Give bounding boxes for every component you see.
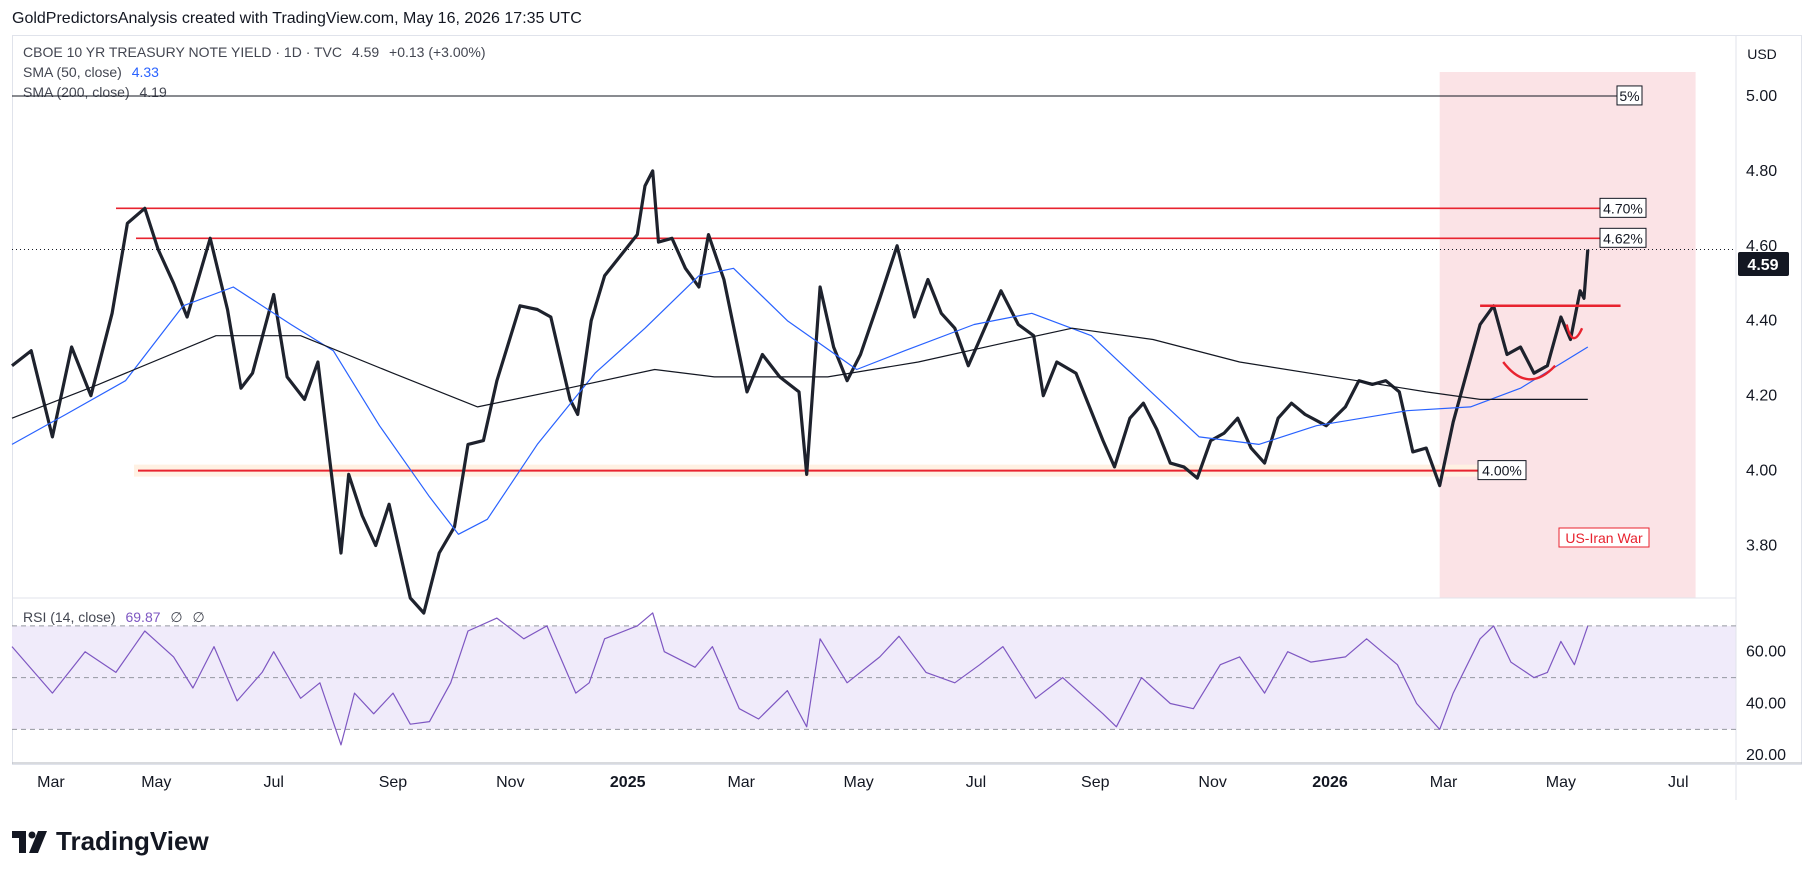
right-cup-arc <box>1565 324 1584 340</box>
last-price-badge-bg <box>1738 252 1789 276</box>
chart-caption: GoldPredictorsAnalysis created with Trad… <box>12 10 582 27</box>
level-tag-470: 4.70% <box>1603 200 1643 216</box>
rsi-band <box>12 625 1736 730</box>
symbol-price: 4.59 <box>351 44 380 60</box>
level-tag-400: 4.00% <box>1482 463 1522 479</box>
rsi-value: 69.87 <box>125 609 161 625</box>
rsi-extra-1: ∅ <box>170 609 183 625</box>
last-price-badge-text: 4.59 <box>1747 257 1778 274</box>
time-axis-ticks: Mar May Jul Sep Nov 2025 Mar May Jul Sep Nov 2026 Ma… <box>37 774 1688 791</box>
time-tick-label: Jul <box>1668 774 1688 791</box>
time-tick-label: 2025 <box>610 774 646 791</box>
rsi-extra-2: ∅ <box>192 609 205 625</box>
price-tick-label: 4.60 <box>1746 238 1777 255</box>
sma50-legend[interactable]: SMA (50, close) 4.33 <box>23 64 165 80</box>
symbol-legend: CBOE 10 YR TREASURY NOTE YIELD · 1D · TV… <box>23 44 492 60</box>
rsi-line <box>11 612 1589 746</box>
level-tag-5-box <box>1616 85 1643 106</box>
sma50-value: 4.33 <box>131 64 159 80</box>
tradingview-logo[interactable]: TradingView <box>12 826 209 857</box>
rsi-tick-label: 40.00 <box>1746 695 1786 712</box>
price-tick-label: 4.00 <box>1746 463 1777 480</box>
time-tick-label: Jul <box>263 774 283 791</box>
price-line <box>11 169 1590 615</box>
time-tick-label: Mar <box>727 774 755 791</box>
symbol-change: +0.13 (+3.00%) <box>389 44 486 60</box>
chart-frame <box>12 35 1802 765</box>
level-tag-462-box <box>1599 227 1647 248</box>
time-tick-label: May <box>843 774 873 791</box>
event-tag: US-Iran War <box>1565 530 1643 546</box>
tradingview-logo-icon <box>12 830 47 853</box>
price-tick-label: 3.80 <box>1746 538 1777 555</box>
price-tick-label: 4.80 <box>1746 163 1777 180</box>
rsi-tick-label: 60.00 <box>1746 644 1786 661</box>
time-tick-label: 2026 <box>1312 774 1348 791</box>
time-tick-label: Jul <box>966 774 986 791</box>
level-tag-462: 4.62% <box>1603 230 1643 246</box>
event-tag-box <box>1558 527 1650 548</box>
price-tick-label: 4.20 <box>1746 388 1777 405</box>
price-tick-label: 4.40 <box>1746 313 1777 330</box>
left-cup-arc <box>1502 361 1557 381</box>
currency-label[interactable]: USD <box>1747 46 1777 62</box>
time-tick-label: May <box>141 774 171 791</box>
tradingview-brand-name: TradingView <box>56 826 209 856</box>
level-tags: 5% 4.70% 4.62% 4.00% US-Iran War <box>1477 85 1650 548</box>
time-tick-label: Mar <box>1430 774 1458 791</box>
time-tick-label: Nov <box>1198 774 1226 791</box>
time-tick-label: Sep <box>379 774 408 791</box>
rsi-legend[interactable]: RSI (14, close) 69.87 ∅ ∅ <box>23 609 211 626</box>
level-tag-5: 5% <box>1619 88 1639 104</box>
level-tag-400-box <box>1477 460 1527 481</box>
symbol-name[interactable]: CBOE 10 YR TREASURY NOTE YIELD · 1D · TV… <box>23 44 342 60</box>
rsi-tick-label: 20.00 <box>1746 747 1786 764</box>
time-tick-label: Mar <box>37 774 65 791</box>
pattern-lines <box>1480 304 1621 381</box>
price-axis-ticks: 5.00 4.80 4.60 4.40 4.20 4.00 3.80 <box>1746 88 1777 555</box>
sma200-line <box>11 327 1588 419</box>
time-tick-label: Nov <box>496 774 524 791</box>
sma50-label: SMA (50, close) <box>23 64 122 80</box>
level-tag-470-box <box>1599 197 1647 218</box>
rsi-label: RSI (14, close) <box>23 609 116 625</box>
time-tick-label: May <box>1546 774 1576 791</box>
sma50-line <box>11 267 1589 535</box>
last-price-badge: 4.59 <box>1738 252 1789 276</box>
series-lines <box>11 169 1590 746</box>
rsi-axis-ticks: 60.00 40.00 20.00 <box>1746 644 1786 764</box>
time-tick-label: Sep <box>1081 774 1110 791</box>
price-tick-label: 5.00 <box>1746 88 1777 105</box>
